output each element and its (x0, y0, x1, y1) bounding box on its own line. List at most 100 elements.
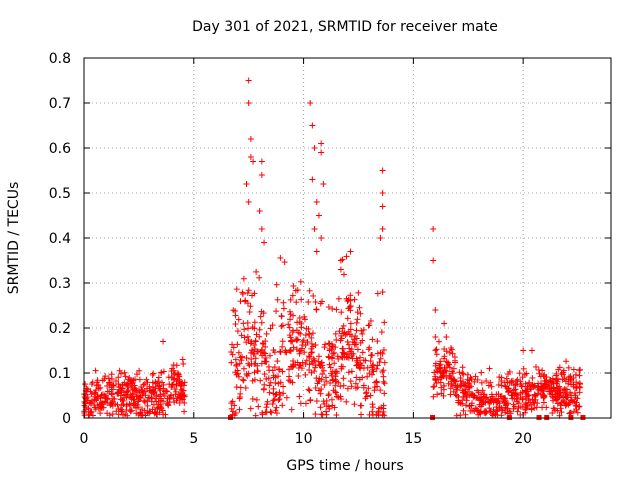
data-point (307, 397, 314, 404)
data-point (483, 394, 490, 401)
data-point (318, 149, 325, 156)
data-point (315, 353, 322, 360)
data-point (327, 379, 334, 386)
data-point (302, 371, 309, 378)
data-point (379, 190, 386, 196)
data-point (308, 349, 315, 356)
data-point (332, 382, 339, 389)
data-point (172, 391, 179, 398)
data-point (298, 345, 305, 352)
data-point (519, 389, 526, 396)
data-point (110, 382, 117, 389)
data-point (310, 292, 317, 299)
data-point (309, 176, 316, 183)
data-point (275, 373, 282, 380)
data-point (541, 393, 548, 400)
data-point (239, 376, 246, 383)
data-point (355, 289, 362, 296)
data-point (470, 394, 477, 401)
data-point (247, 405, 254, 412)
data-point (501, 397, 508, 404)
data-point (356, 376, 363, 383)
data-point (88, 381, 95, 388)
data-point (160, 411, 167, 418)
data-point (348, 383, 355, 390)
data-point (448, 346, 455, 353)
data-point (337, 257, 344, 264)
data-point (374, 338, 381, 345)
data-point (377, 349, 384, 356)
data-point (94, 379, 101, 386)
data-point (320, 367, 327, 374)
data-point (262, 338, 269, 345)
data-point (430, 383, 437, 390)
data-point (479, 387, 486, 394)
data-point (132, 385, 139, 392)
y-tick-label: 0.7 (49, 96, 71, 112)
data-point (471, 378, 478, 385)
data-point (283, 349, 290, 356)
data-point (549, 410, 556, 417)
data-point (228, 405, 235, 412)
data-point (110, 382, 117, 389)
data-point (449, 350, 456, 357)
data-point (377, 387, 384, 394)
data-point (466, 392, 473, 399)
data-point (343, 253, 350, 260)
data-point (273, 281, 280, 288)
data-point (380, 346, 387, 353)
data-point (241, 298, 248, 305)
data-point (98, 404, 105, 411)
data-point (460, 378, 467, 385)
data-point (535, 380, 542, 387)
data-point (243, 371, 250, 378)
data-point (305, 298, 312, 305)
data-point (137, 410, 144, 417)
data-point (369, 336, 376, 343)
data-point (161, 393, 168, 400)
data-point (325, 340, 332, 347)
data-point (462, 402, 469, 409)
data-point (92, 367, 99, 374)
data-point (152, 395, 159, 402)
data-point (304, 339, 311, 346)
data-point (487, 408, 494, 415)
data-point (353, 319, 360, 326)
data-point (550, 384, 557, 391)
data-point (146, 410, 153, 417)
data-point (259, 411, 266, 418)
data-point (267, 408, 274, 415)
data-point (120, 397, 127, 404)
data-point (251, 325, 258, 332)
data-point (498, 374, 505, 381)
data-point (529, 374, 536, 381)
data-point (312, 364, 319, 371)
data-point (559, 376, 566, 383)
data-point (318, 386, 325, 393)
data-point (510, 382, 517, 389)
data-point (325, 304, 332, 311)
data-point (140, 381, 147, 388)
data-point (544, 386, 551, 393)
data-point (238, 332, 245, 339)
data-point (262, 350, 269, 357)
data-point (576, 383, 583, 390)
data-point (173, 381, 180, 388)
data-point (447, 391, 454, 398)
data-point (263, 404, 270, 411)
data-point (160, 398, 167, 405)
data-point (273, 410, 280, 417)
data-point (296, 393, 303, 400)
grid-lines (84, 58, 611, 418)
data-point (82, 400, 89, 407)
data-point (299, 359, 306, 366)
data-point (441, 346, 448, 353)
data-point (466, 377, 473, 384)
data-point (251, 290, 258, 297)
data-point (171, 399, 178, 406)
data-point (570, 408, 577, 415)
data-point (540, 399, 547, 406)
data-point (349, 355, 356, 362)
data-point (512, 390, 519, 397)
data-point (567, 373, 574, 380)
